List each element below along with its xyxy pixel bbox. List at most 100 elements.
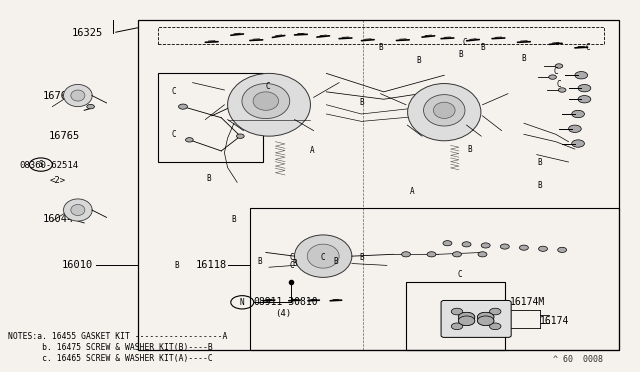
Circle shape xyxy=(578,84,591,92)
Ellipse shape xyxy=(228,73,310,136)
Circle shape xyxy=(401,252,410,257)
Text: 08360-62514: 08360-62514 xyxy=(19,161,78,170)
Ellipse shape xyxy=(424,94,465,126)
Text: A: A xyxy=(310,147,315,155)
Circle shape xyxy=(179,104,188,109)
Text: N: N xyxy=(240,298,244,307)
Ellipse shape xyxy=(408,84,481,141)
Text: C: C xyxy=(289,253,294,263)
Text: B: B xyxy=(417,56,421,65)
Circle shape xyxy=(490,308,501,315)
Text: B: B xyxy=(458,51,463,60)
Ellipse shape xyxy=(294,235,352,278)
Text: B: B xyxy=(257,257,262,266)
Circle shape xyxy=(458,316,475,326)
Text: B: B xyxy=(378,43,383,52)
Ellipse shape xyxy=(63,199,92,221)
Text: 16765: 16765 xyxy=(49,131,81,141)
Circle shape xyxy=(451,323,463,330)
Text: C: C xyxy=(458,270,463,279)
Ellipse shape xyxy=(71,90,85,101)
Ellipse shape xyxy=(63,84,92,107)
Text: C: C xyxy=(171,87,176,96)
Circle shape xyxy=(452,252,461,257)
FancyBboxPatch shape xyxy=(441,301,511,337)
Text: B: B xyxy=(292,259,297,268)
Text: B: B xyxy=(174,261,179,270)
Circle shape xyxy=(451,308,463,315)
Text: B: B xyxy=(467,145,472,154)
Text: 16325: 16325 xyxy=(72,28,103,38)
Circle shape xyxy=(186,138,193,142)
Text: B: B xyxy=(522,54,526,63)
Circle shape xyxy=(458,312,475,322)
Text: B: B xyxy=(232,215,236,224)
Ellipse shape xyxy=(433,102,455,118)
Bar xyxy=(406,282,505,350)
Text: NOTES:a. 16455 GASKET KIT ------------------A: NOTES:a. 16455 GASKET KIT --------------… xyxy=(8,332,227,341)
Circle shape xyxy=(568,125,581,132)
Text: B: B xyxy=(480,43,485,52)
Ellipse shape xyxy=(242,84,290,119)
Text: B: B xyxy=(333,257,339,266)
Circle shape xyxy=(443,241,452,246)
Bar xyxy=(157,27,604,44)
Ellipse shape xyxy=(71,205,85,215)
Text: C: C xyxy=(557,80,561,89)
Circle shape xyxy=(500,244,509,249)
Circle shape xyxy=(477,312,494,322)
Text: B: B xyxy=(206,174,211,183)
Circle shape xyxy=(87,105,95,109)
Circle shape xyxy=(477,316,494,326)
Text: B: B xyxy=(538,182,542,190)
Text: A: A xyxy=(410,187,415,196)
Bar xyxy=(157,73,262,162)
Circle shape xyxy=(578,96,591,103)
Circle shape xyxy=(548,75,556,79)
Circle shape xyxy=(481,243,490,248)
Text: C: C xyxy=(171,130,176,139)
Text: (4): (4) xyxy=(275,309,291,318)
Circle shape xyxy=(575,71,588,79)
Text: 16765A: 16765A xyxy=(43,90,80,100)
Bar xyxy=(138,20,620,350)
Circle shape xyxy=(557,247,566,253)
Text: C: C xyxy=(463,38,468,46)
Text: 16174M: 16174M xyxy=(510,297,545,307)
Ellipse shape xyxy=(307,244,339,268)
Text: C: C xyxy=(289,261,294,270)
Circle shape xyxy=(477,312,494,322)
Text: ^ 60  0008: ^ 60 0008 xyxy=(552,355,603,364)
Text: 16044: 16044 xyxy=(43,214,74,224)
Text: 16118: 16118 xyxy=(196,260,227,270)
Text: C: C xyxy=(321,253,326,263)
Circle shape xyxy=(477,316,494,326)
Text: <2>: <2> xyxy=(49,176,65,185)
Circle shape xyxy=(520,245,529,250)
Circle shape xyxy=(572,140,584,147)
Circle shape xyxy=(555,64,563,68)
Circle shape xyxy=(572,110,584,118)
Text: B: B xyxy=(359,99,364,108)
Text: B: B xyxy=(538,157,542,167)
Text: 16010: 16010 xyxy=(62,260,93,270)
Circle shape xyxy=(558,88,566,92)
Circle shape xyxy=(462,242,471,247)
Ellipse shape xyxy=(253,92,278,110)
Text: 08911-30810: 08911-30810 xyxy=(253,297,317,307)
Text: b. 16475 SCREW & WASHER KIT(B)----B: b. 16475 SCREW & WASHER KIT(B)----B xyxy=(8,343,212,352)
Circle shape xyxy=(237,134,244,138)
Text: 16174: 16174 xyxy=(540,316,569,326)
Circle shape xyxy=(458,316,475,326)
Circle shape xyxy=(427,252,436,257)
Circle shape xyxy=(458,312,475,322)
Bar xyxy=(250,208,620,350)
Circle shape xyxy=(490,323,501,330)
Text: S: S xyxy=(38,160,44,169)
Text: C: C xyxy=(266,82,270,91)
Text: B: B xyxy=(359,253,364,263)
Circle shape xyxy=(478,252,487,257)
Text: c. 16465 SCREW & WASHER KIT(A)----C: c. 16465 SCREW & WASHER KIT(A)----C xyxy=(8,354,212,363)
Text: C: C xyxy=(586,43,590,52)
Circle shape xyxy=(539,246,547,251)
